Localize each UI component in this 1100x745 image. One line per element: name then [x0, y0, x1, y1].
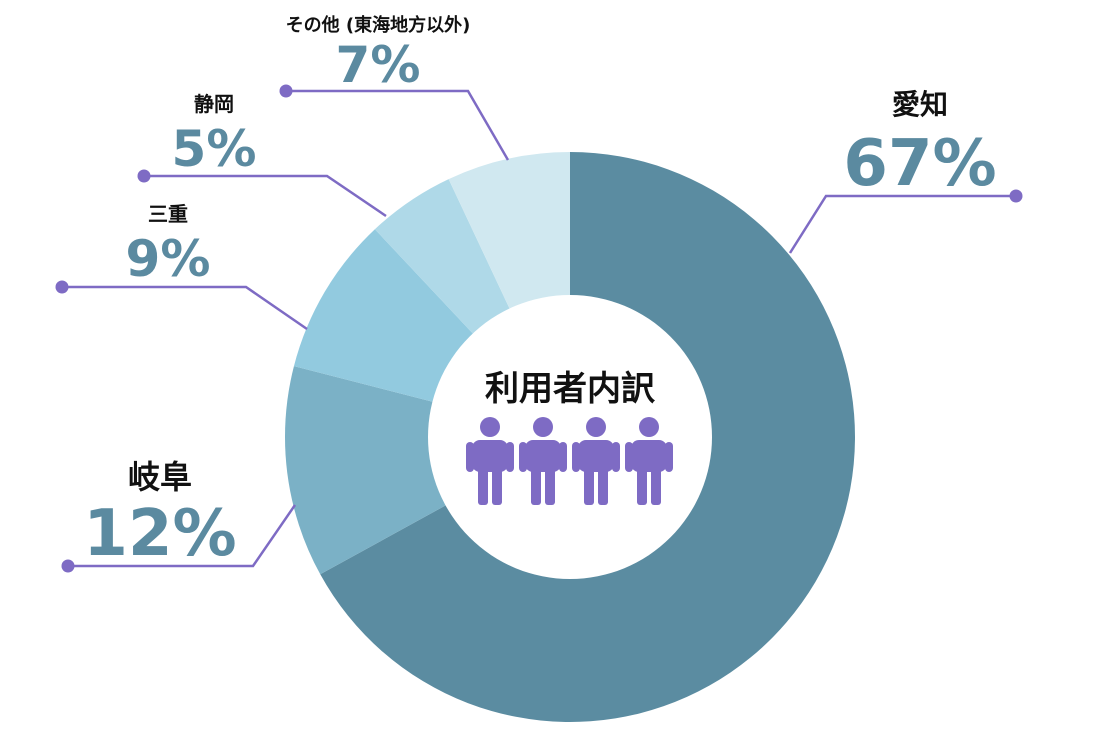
chart-title: 利用者内訳: [485, 369, 656, 409]
slice-value-3: 5%: [172, 120, 257, 178]
slice-value-4: 7%: [336, 36, 421, 94]
leader-line-0: [788, 194, 1016, 254]
leader-line-4: [286, 89, 510, 161]
leader-dot-1: [61, 559, 75, 573]
slice-label-1: 岐阜: [128, 458, 192, 496]
leader-line-3: [144, 174, 387, 218]
people-group-icon: [466, 417, 673, 505]
slice-value-2: 9%: [126, 230, 211, 288]
leader-dot-3: [137, 169, 151, 183]
person-icon-2: [572, 417, 620, 505]
donut-slice-1: [284, 366, 570, 575]
leader-dot-2: [55, 280, 69, 294]
person-icon-1: [519, 417, 567, 505]
leader-line-2: [62, 285, 308, 331]
donut-hole: [428, 295, 712, 579]
leader-dot-0: [1009, 189, 1023, 203]
person-icon-0: [466, 417, 514, 505]
leader-dot-4: [279, 84, 293, 98]
leader-lines: [55, 84, 1023, 573]
leader-line-1: [68, 504, 297, 568]
slice-label-0: 愛知: [892, 88, 948, 121]
slice-label-4: その他 (東海地方以外): [286, 14, 471, 36]
slice-label-3: 静岡: [194, 92, 234, 116]
slice-value-0: 67%: [843, 127, 996, 201]
slice-value-1: 12%: [83, 497, 236, 571]
person-icon-3: [625, 417, 673, 505]
slice-label-2: 三重: [148, 202, 188, 226]
